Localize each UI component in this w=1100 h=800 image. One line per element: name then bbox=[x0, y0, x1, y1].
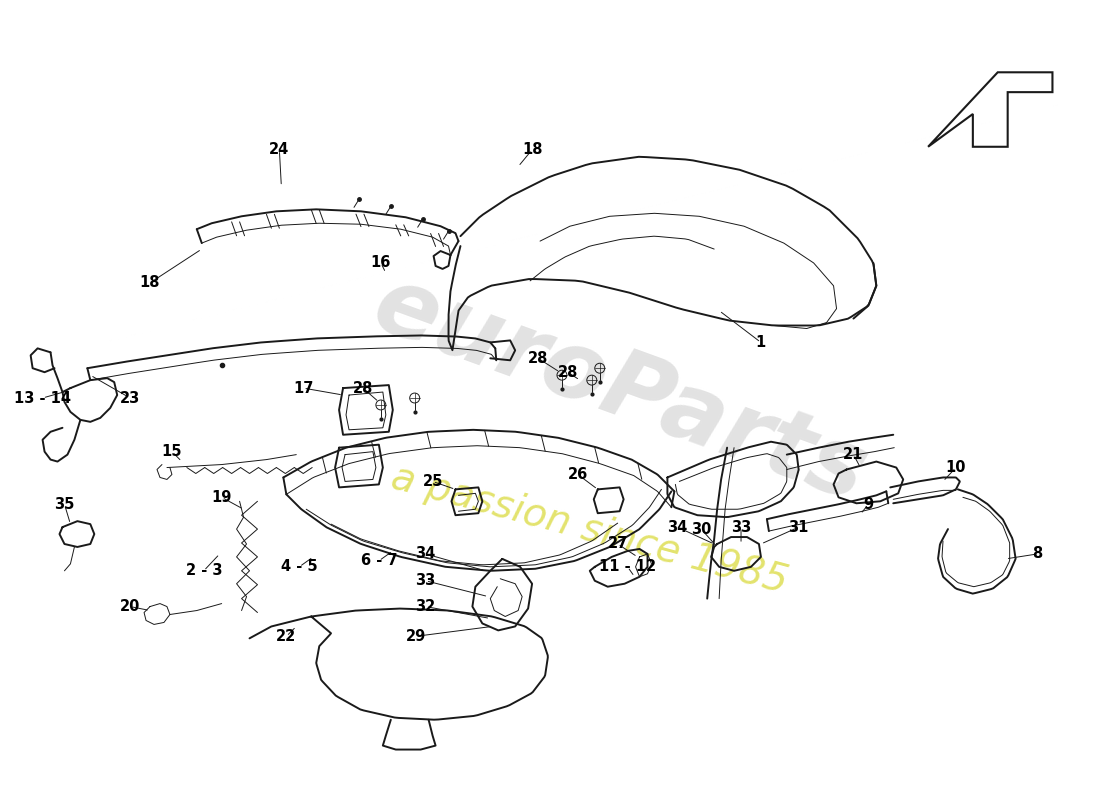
Text: 23: 23 bbox=[120, 390, 141, 406]
Text: 25: 25 bbox=[422, 474, 443, 489]
Text: 20: 20 bbox=[120, 599, 141, 614]
Text: 9: 9 bbox=[864, 497, 873, 512]
Text: 11 - 12: 11 - 12 bbox=[600, 559, 657, 574]
Text: 8: 8 bbox=[1033, 546, 1043, 562]
Text: 22: 22 bbox=[276, 629, 297, 644]
Text: 4 - 5: 4 - 5 bbox=[280, 559, 318, 574]
Text: 34: 34 bbox=[668, 520, 688, 534]
Text: 28: 28 bbox=[528, 350, 548, 366]
Text: 28: 28 bbox=[353, 381, 373, 395]
Text: 17: 17 bbox=[293, 381, 314, 395]
Text: 6 - 7: 6 - 7 bbox=[361, 554, 397, 568]
Text: 28: 28 bbox=[558, 365, 579, 380]
Text: 18: 18 bbox=[140, 275, 161, 290]
Text: a passion since 1985: a passion since 1985 bbox=[387, 458, 792, 600]
Text: 16: 16 bbox=[371, 255, 390, 270]
Text: 13 - 14: 13 - 14 bbox=[14, 390, 72, 406]
Text: 32: 32 bbox=[416, 599, 436, 614]
Text: 33: 33 bbox=[416, 574, 436, 588]
Text: 29: 29 bbox=[406, 629, 426, 644]
Text: 24: 24 bbox=[270, 142, 289, 158]
Text: 30: 30 bbox=[691, 522, 712, 537]
Text: 10: 10 bbox=[946, 460, 966, 475]
Text: euroParts: euroParts bbox=[361, 258, 879, 522]
Text: 21: 21 bbox=[844, 447, 864, 462]
Text: 31: 31 bbox=[789, 520, 808, 534]
Text: 2 - 3: 2 - 3 bbox=[186, 563, 222, 578]
Text: 35: 35 bbox=[54, 497, 75, 512]
Text: 33: 33 bbox=[730, 520, 751, 534]
Text: 27: 27 bbox=[607, 537, 628, 551]
Text: 18: 18 bbox=[521, 142, 542, 158]
Text: 1: 1 bbox=[756, 335, 766, 350]
Text: 34: 34 bbox=[416, 546, 436, 562]
Text: 15: 15 bbox=[162, 444, 183, 459]
Text: 26: 26 bbox=[568, 467, 588, 482]
Text: 19: 19 bbox=[211, 490, 232, 505]
